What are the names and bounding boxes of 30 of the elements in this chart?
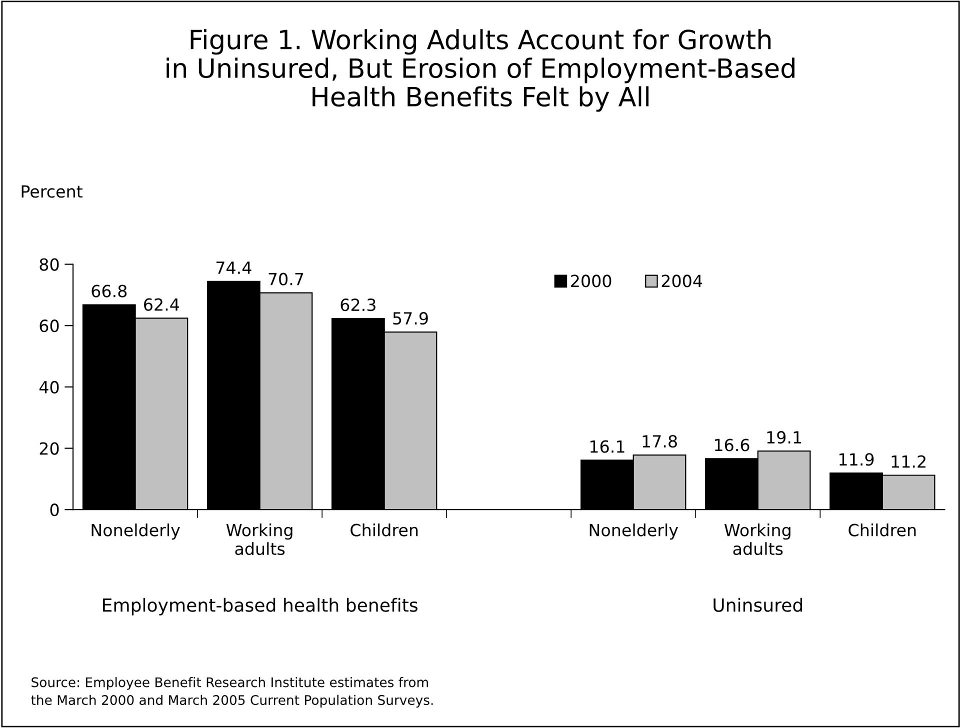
- y-tick-label: 60: [40, 320, 59, 332]
- data-label: 74.4: [216, 262, 252, 274]
- text: Uninsured: [714, 598, 802, 612]
- data-label: 11.2: [892, 455, 926, 468]
- legend-label: 2004: [662, 274, 702, 288]
- chart-title: Figure 1. Working Adults Account for Growth in Uninsured, But Erosion of Employment-Based Health Benefits Felt by All: [166, 29, 794, 112]
- x-tick-label: Working adults: [226, 523, 292, 556]
- data-label: 62.4: [144, 298, 180, 311]
- text: Employment-based health benefits: [103, 598, 418, 616]
- data-label: 57.9: [393, 312, 428, 325]
- x-tick-label: Children: [350, 523, 418, 536]
- y-tick-label: 80: [40, 258, 59, 271]
- data-label: 66.8: [92, 284, 127, 298]
- x-tick-label: Children: [848, 523, 916, 536]
- data-label: 62.3: [340, 298, 376, 312]
- data-label: 16.1: [590, 440, 624, 453]
- x-tick-label: Nonelderly: [590, 523, 678, 540]
- data-label: 17.8: [642, 435, 677, 448]
- data-label: 19.1: [767, 431, 802, 444]
- y-tick-label: 0: [50, 504, 59, 516]
- y-axis-title: Percent: [22, 185, 82, 198]
- y-tick-label: 40: [39, 380, 59, 394]
- y-tick-label: 20: [40, 442, 59, 455]
- data-label: 16.6: [715, 438, 750, 452]
- data-label: 11.9: [840, 453, 874, 466]
- source-note: Source: Employee Benefit Research Institute estimates from the March 2000 and March 2005 Current Population Surveys.: [31, 677, 433, 708]
- x-tick-label: Nonelderly: [92, 523, 180, 540]
- data-label: 70.7: [268, 272, 304, 286]
- legend-label: 2000: [571, 274, 612, 288]
- x-tick-label: Working adults: [724, 523, 790, 556]
